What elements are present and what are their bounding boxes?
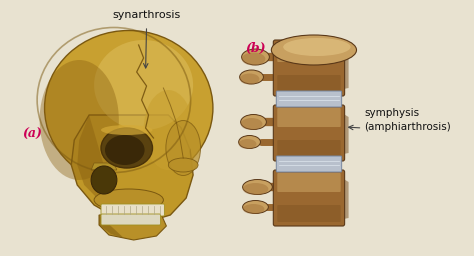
Text: (b): (b) — [246, 42, 266, 55]
Ellipse shape — [242, 49, 269, 65]
FancyBboxPatch shape — [273, 40, 345, 96]
FancyBboxPatch shape — [276, 156, 342, 172]
FancyBboxPatch shape — [101, 204, 164, 216]
FancyBboxPatch shape — [277, 75, 341, 92]
Ellipse shape — [241, 114, 266, 130]
Text: symphysis
(amphiarthrosis): symphysis (amphiarthrosis) — [365, 108, 451, 132]
FancyBboxPatch shape — [277, 140, 341, 157]
Ellipse shape — [101, 125, 153, 135]
Ellipse shape — [239, 139, 256, 149]
Ellipse shape — [45, 30, 213, 186]
Polygon shape — [99, 215, 124, 238]
Ellipse shape — [243, 183, 268, 195]
Ellipse shape — [283, 38, 351, 56]
Polygon shape — [99, 215, 166, 240]
Ellipse shape — [94, 40, 193, 130]
Ellipse shape — [271, 35, 356, 65]
Ellipse shape — [242, 52, 265, 66]
Ellipse shape — [40, 60, 119, 180]
Ellipse shape — [144, 90, 193, 170]
Ellipse shape — [239, 135, 260, 148]
Text: synarthrosis: synarthrosis — [112, 10, 181, 20]
FancyBboxPatch shape — [277, 108, 341, 127]
FancyBboxPatch shape — [101, 214, 160, 225]
Ellipse shape — [105, 135, 145, 165]
Ellipse shape — [91, 166, 117, 194]
Ellipse shape — [243, 200, 268, 214]
Polygon shape — [339, 111, 348, 155]
Polygon shape — [91, 163, 117, 170]
Ellipse shape — [101, 128, 153, 168]
Ellipse shape — [243, 179, 273, 195]
FancyBboxPatch shape — [276, 91, 342, 107]
Text: (a): (a) — [22, 128, 42, 141]
FancyBboxPatch shape — [273, 105, 345, 161]
FancyBboxPatch shape — [277, 43, 341, 62]
Polygon shape — [339, 176, 348, 220]
FancyBboxPatch shape — [273, 170, 345, 226]
Ellipse shape — [94, 189, 164, 211]
Ellipse shape — [240, 73, 259, 84]
Polygon shape — [71, 115, 193, 222]
Polygon shape — [77, 115, 117, 210]
Ellipse shape — [168, 158, 198, 172]
Polygon shape — [339, 46, 348, 90]
Ellipse shape — [243, 204, 264, 214]
FancyBboxPatch shape — [277, 173, 341, 192]
Ellipse shape — [166, 121, 201, 176]
Ellipse shape — [240, 70, 264, 84]
Ellipse shape — [241, 118, 263, 130]
FancyBboxPatch shape — [277, 205, 341, 222]
